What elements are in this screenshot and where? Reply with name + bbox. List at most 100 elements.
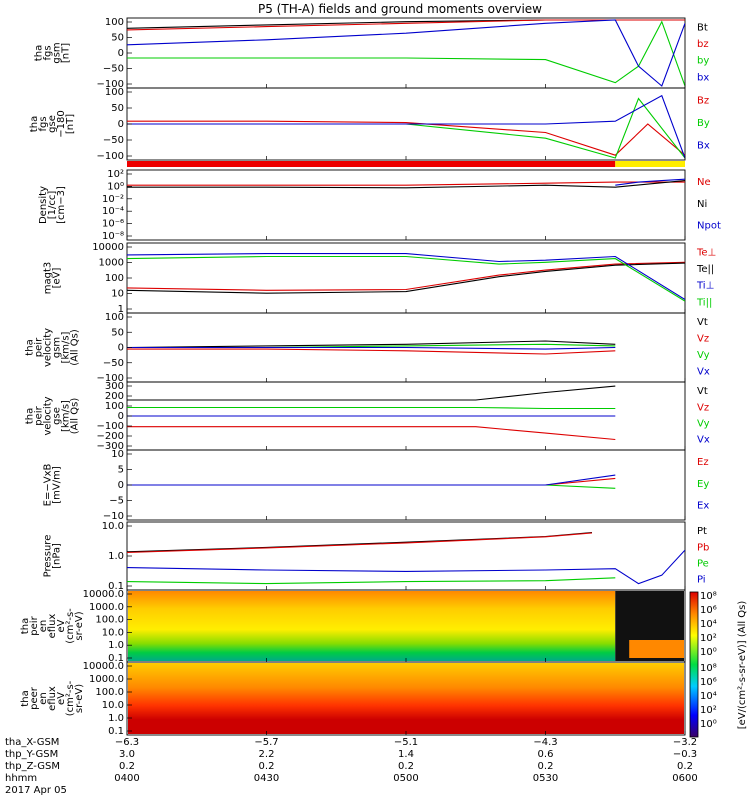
series-line — [127, 577, 616, 585]
footer-value: −0.3 — [673, 749, 697, 760]
series-line — [127, 253, 685, 300]
y-tick-label: 10⁻² — [102, 194, 124, 205]
y-tick-label: 10000.0 — [83, 661, 124, 672]
y-tick-label: 10.0 — [102, 521, 124, 532]
series-line — [127, 180, 685, 189]
y-axis-label: peir — [34, 337, 45, 357]
series-line — [127, 262, 685, 294]
legend-entry: Vx — [697, 435, 710, 446]
y-tick-label: −100 — [97, 151, 124, 162]
series-line — [127, 477, 616, 486]
footer-value: 3.0 — [119, 749, 135, 760]
colorbar-label: [eV/(cm²-s-sr-eV)] (All Qs) — [737, 601, 748, 730]
footer-value: 0.2 — [677, 761, 693, 772]
y-tick-label: −100 — [97, 421, 124, 432]
y-axis-label: eflux — [47, 614, 58, 639]
panel-series-group — [127, 474, 616, 489]
y-axis-label: [nT] — [61, 43, 72, 63]
y-tick-label: 100 — [105, 87, 124, 98]
footer-row-label: thp_Y-GSM — [5, 749, 58, 760]
legend-entry: Bz — [697, 95, 709, 106]
footer-rows: tha_X-GSM thp_Y-GSM thp_Z-GSM hhmm 2017 … — [5, 737, 67, 796]
series-line — [127, 340, 616, 349]
y-axis-label: gse — [47, 115, 58, 133]
series-line — [127, 348, 616, 355]
panel-series-group — [127, 385, 616, 441]
y-tick-label: 100.0 — [95, 687, 124, 698]
footer-value: 0.2 — [259, 761, 275, 772]
y-tick-label: 0 — [118, 411, 124, 422]
y-axis-label: sr-eV) — [74, 611, 85, 640]
y-tick-label: 10² — [107, 169, 124, 180]
y-axis-label: eV — [56, 619, 67, 632]
y-tick-label: 200 — [105, 391, 124, 402]
y-axis-label: en — [38, 620, 49, 633]
colorbar-tick-label: 10⁰ — [700, 647, 717, 658]
legend-entry: Te⊥ — [696, 247, 716, 258]
series-line — [127, 474, 616, 486]
series-line — [127, 120, 685, 156]
panel-series-group — [127, 531, 685, 585]
legend-entry: By — [697, 118, 710, 129]
legend-entry: Vt — [697, 386, 708, 397]
y-tick-label: 10⁻⁸ — [102, 231, 124, 242]
legend-entry: by — [697, 56, 709, 67]
legend-entry: Pb — [697, 542, 709, 553]
y-axis-label: E=−VxB — [43, 464, 54, 507]
y-tick-label: 5 — [118, 465, 124, 476]
legend-entry: Ne — [697, 177, 711, 188]
footer-row-label: thp_Z-GSM — [5, 761, 60, 772]
panel-plots — [127, 19, 685, 734]
y-tick-label: −10 — [103, 511, 124, 522]
footer-value: 0.2 — [398, 761, 414, 772]
footer-value: −3.2 — [673, 737, 697, 748]
panel-series-group — [127, 19, 685, 87]
y-tick-label: 10000.0 — [83, 589, 124, 600]
series-line — [127, 406, 616, 410]
footer-row-label: hhmm — [5, 773, 37, 784]
legend-entry: Ez — [697, 457, 709, 468]
y-tick-label: −5 — [109, 496, 124, 507]
y-tick-label: 50 — [111, 327, 124, 338]
mode-bar-slow — [615, 161, 685, 167]
y-axis-label: tha — [29, 116, 40, 132]
y-axis-label: Density — [38, 186, 49, 224]
y-tick-label: 10⁻⁶ — [102, 219, 124, 230]
y-tick-label: −100 — [97, 373, 124, 384]
y-tick-label: 10000 — [92, 242, 124, 253]
legend-entry: Pt — [697, 526, 707, 537]
y-tick-label: 100.0 — [95, 615, 124, 626]
y-tick-label: −200 — [97, 431, 124, 442]
footer-value: 2.2 — [259, 749, 275, 760]
y-tick-label: 1000.0 — [89, 674, 124, 685]
series-line — [127, 385, 616, 401]
y-axis-label: gse — [52, 407, 63, 425]
y-axis-label: velocity — [43, 328, 54, 367]
y-axis-label: [cm−3] — [56, 186, 67, 224]
footer-value: −5.1 — [394, 737, 418, 748]
legend-entry: Ti⊥ — [696, 281, 714, 292]
colorbar-tick-label: 10⁶ — [700, 677, 717, 688]
y-axis-label: eflux — [47, 686, 58, 711]
y-tick-label: 0.1 — [108, 581, 124, 592]
y-axis-label: Pressure — [43, 535, 54, 578]
y-tick-label: 300 — [105, 381, 124, 392]
legend-entry: Pe — [697, 558, 709, 569]
y-tick-label: 1.0 — [108, 640, 124, 651]
footer-value: 0430 — [254, 773, 279, 784]
footer-value: 0530 — [533, 773, 558, 784]
colorbar-tick-label: 10⁸ — [700, 591, 717, 602]
colorbar-tick-label: 10⁸ — [700, 663, 717, 674]
y-tick-label: 10⁰ — [107, 181, 124, 192]
series-line — [127, 94, 685, 159]
y-tick-label: −100 — [97, 79, 124, 90]
ion-spectrogram-band — [629, 640, 684, 658]
legend-entry: Ey — [697, 479, 709, 490]
colorbar-ticks: 10⁸ 10⁶ 10⁴ 10² 10⁰ 10⁸ 10⁶ 10⁴ 10² 10⁰ — [700, 591, 717, 730]
y-tick-label: 50 — [111, 33, 124, 44]
y-tick-label: 1.0 — [108, 551, 124, 562]
y-axis-label: (All Qs) — [70, 329, 81, 366]
series-line — [127, 20, 685, 87]
y-axis-label: tha — [34, 45, 45, 61]
footer-value: −4.3 — [533, 737, 557, 748]
